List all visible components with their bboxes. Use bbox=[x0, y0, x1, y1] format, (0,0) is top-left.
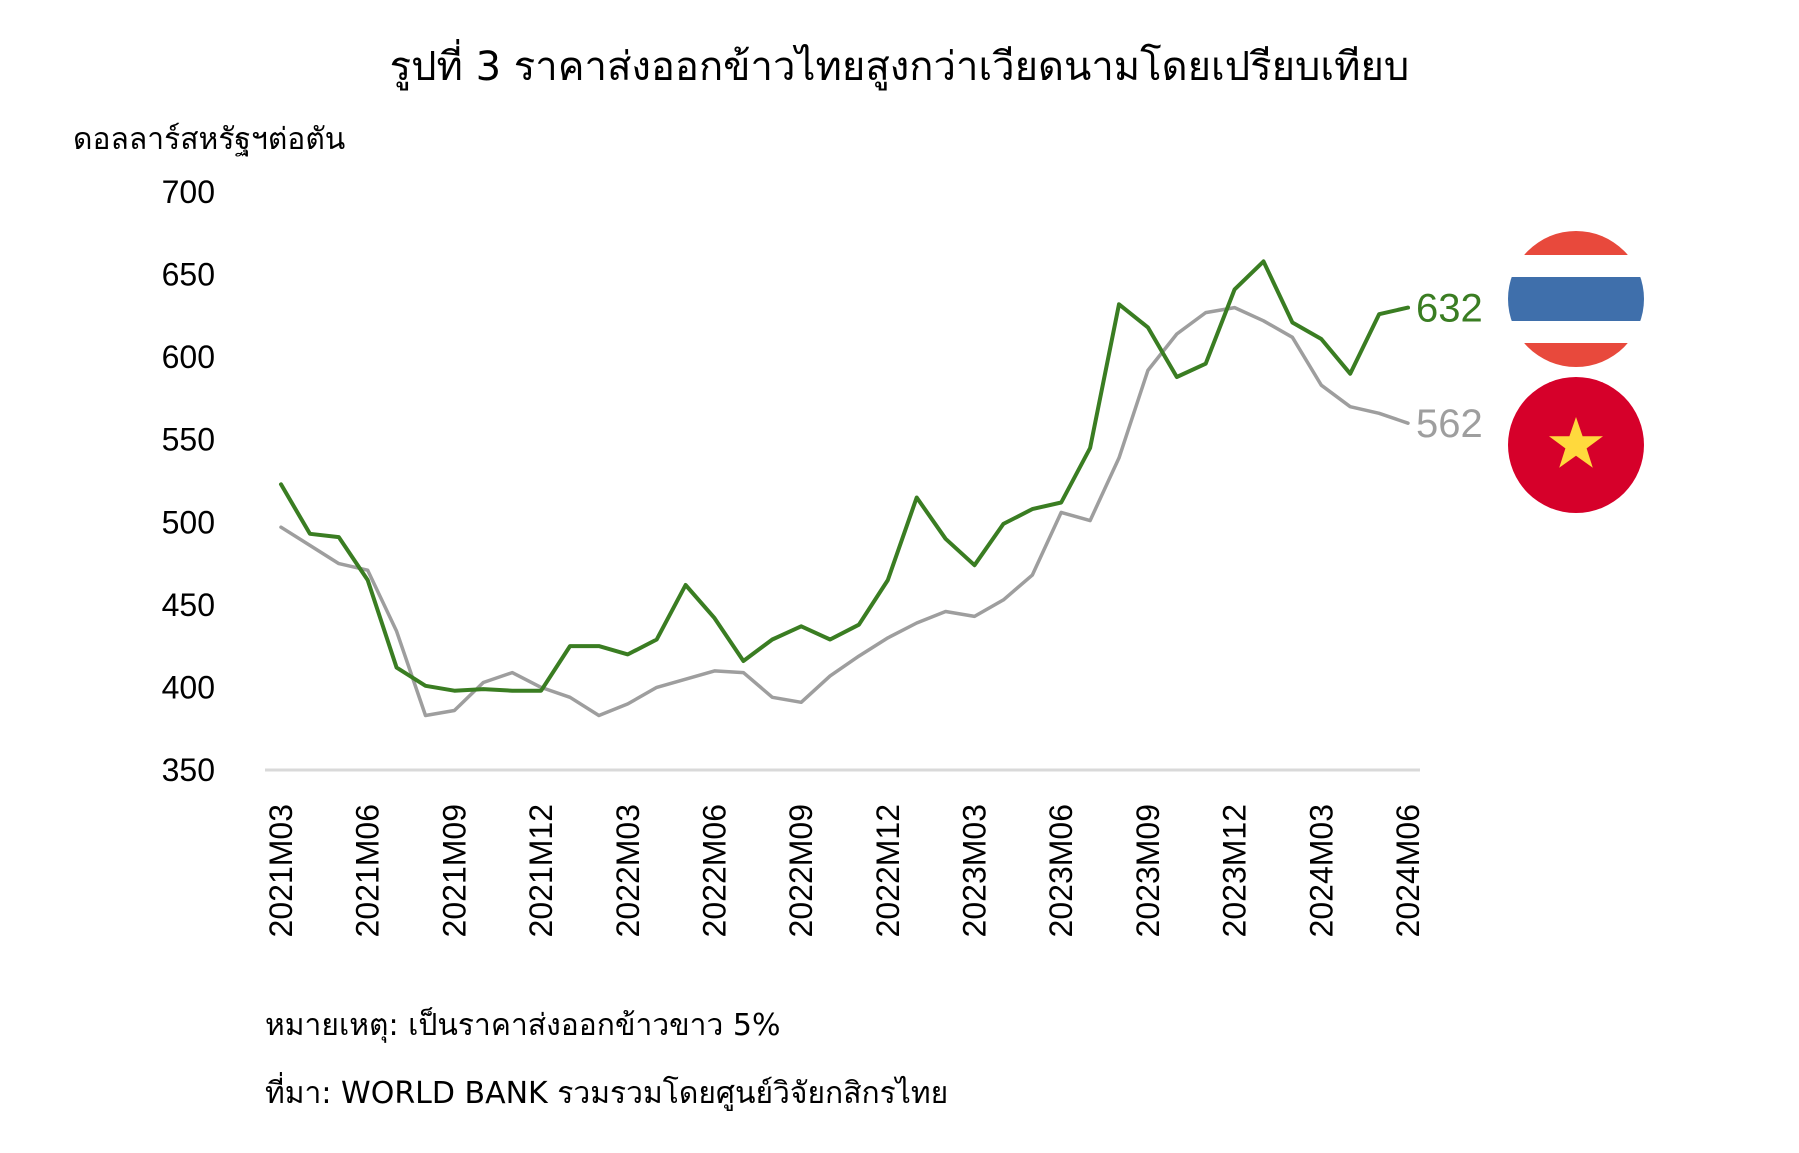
x-tick-label: 2022M03 bbox=[610, 804, 646, 937]
y-tick-label: 550 bbox=[162, 422, 215, 458]
x-axis-ticks: 2021M03 2021M06 2021M09 2021M12 2022M03 2022M… bbox=[263, 804, 1426, 937]
x-tick-label: 2021M12 bbox=[523, 804, 559, 937]
x-tick-label: 2023M12 bbox=[1217, 804, 1253, 937]
series-line-0 bbox=[279, 259, 1410, 693]
x-tick-label: 2021M09 bbox=[436, 804, 472, 937]
series-line-1 bbox=[279, 305, 1410, 718]
y-tick-label: 400 bbox=[162, 669, 215, 705]
x-tick-label: 2023M09 bbox=[1130, 804, 1166, 937]
x-tick-label: 2023M03 bbox=[957, 804, 993, 937]
y-axis-label: ดอลลาร์สหรัฐฯต่อตัน bbox=[73, 122, 345, 157]
chart-note-source: ที่มา: WORLD BANK รวมรวมโดยศูนย์วิจัยกสิ… bbox=[265, 1076, 949, 1111]
series-layer bbox=[279, 259, 1410, 718]
x-tick-label: 2023M06 bbox=[1043, 804, 1079, 937]
x-tick-label: 2021M03 bbox=[263, 804, 299, 937]
y-tick-label: 600 bbox=[162, 339, 215, 375]
chart-title: รูปที่ 3 ราคาส่งออกข้าวไทยสูงกว่าเวียดนา… bbox=[389, 44, 1410, 90]
x-tick-label: 2024M03 bbox=[1303, 804, 1339, 937]
series-end-label-0: 632 bbox=[1416, 287, 1483, 331]
x-tick-label: 2024M06 bbox=[1390, 804, 1426, 937]
y-tick-label: 350 bbox=[162, 752, 215, 788]
y-axis-ticks: 350 400 450 500 550 600 650 700 bbox=[162, 174, 215, 788]
thailand-flag-icon bbox=[1508, 231, 1644, 367]
end-labels: 632 562 bbox=[1416, 287, 1483, 447]
chart-note-remark: หมายเหตุ: เป็นราคาส่งออกข้าวขาว 5% bbox=[265, 1008, 781, 1043]
x-tick-label: 2021M06 bbox=[350, 804, 386, 937]
x-tick-label: 2022M09 bbox=[783, 804, 819, 937]
y-tick-label: 650 bbox=[162, 257, 215, 293]
vietnam-flag-icon bbox=[1508, 377, 1644, 513]
y-tick-label: 450 bbox=[162, 587, 215, 623]
x-tick-label: 2022M06 bbox=[696, 804, 732, 937]
y-tick-label: 700 bbox=[162, 174, 215, 210]
x-tick-label: 2022M12 bbox=[870, 804, 906, 937]
series-end-label-1: 562 bbox=[1416, 402, 1483, 446]
y-tick-label: 500 bbox=[162, 504, 215, 540]
